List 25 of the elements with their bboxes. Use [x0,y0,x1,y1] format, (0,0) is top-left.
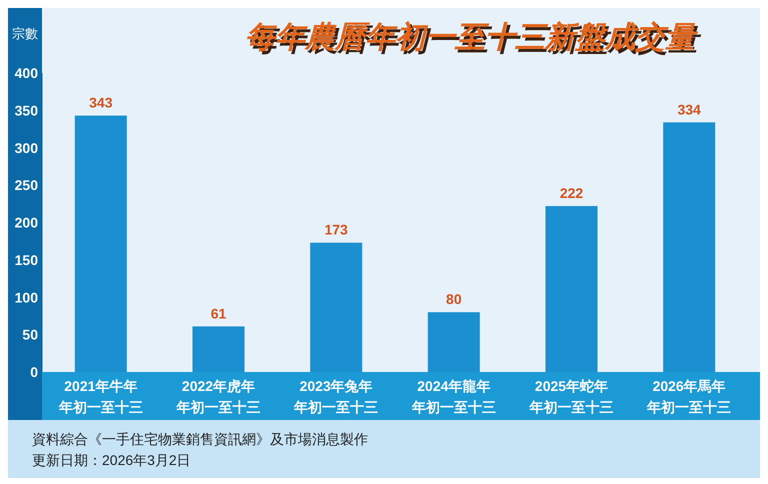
x-tick-label: 2026年馬年年初一至十三 [646,378,732,415]
x-tick-label: 2025年蛇年年初一至十三 [528,378,614,415]
x-tick-label: 2023年兔年年初一至十三 [293,378,378,415]
y-tick-label: 100 [14,289,38,306]
text: 資料綜合《一手住宅物業銷售資訊網》及市場消息製作 [32,431,368,447]
y-tick-label: 0 [30,364,38,380]
data-label: 173 [324,222,348,238]
chart-title: 每年農曆年初一至十三新盤成交量 [248,23,702,57]
y-tick-label: 250 [14,177,38,194]
y-tick-label: 300 [14,140,38,156]
y-tick-label: 350 [14,102,38,118]
data-label: 80 [446,291,462,308]
text: 更新日期：2026年3月2日 [32,452,191,468]
x-tick-label: 2022年虎年年初一至十三 [176,378,260,415]
data-label: 334 [677,101,702,118]
y-tick-label: 150 [14,252,38,268]
y-tick-label: 400 [14,65,38,81]
y-tick-label: 50 [22,326,38,343]
y-axis-title: 宗數 [12,26,38,41]
data-label: 343 [89,94,113,111]
data-label: 61 [210,305,226,322]
data-label: 222 [560,185,584,202]
x-tick-label: 2024年龍年年初一至十三 [410,378,496,415]
y-tick-label: 200 [14,214,38,230]
x-tick-label: 2021年牛年年初一至十三 [58,378,143,415]
